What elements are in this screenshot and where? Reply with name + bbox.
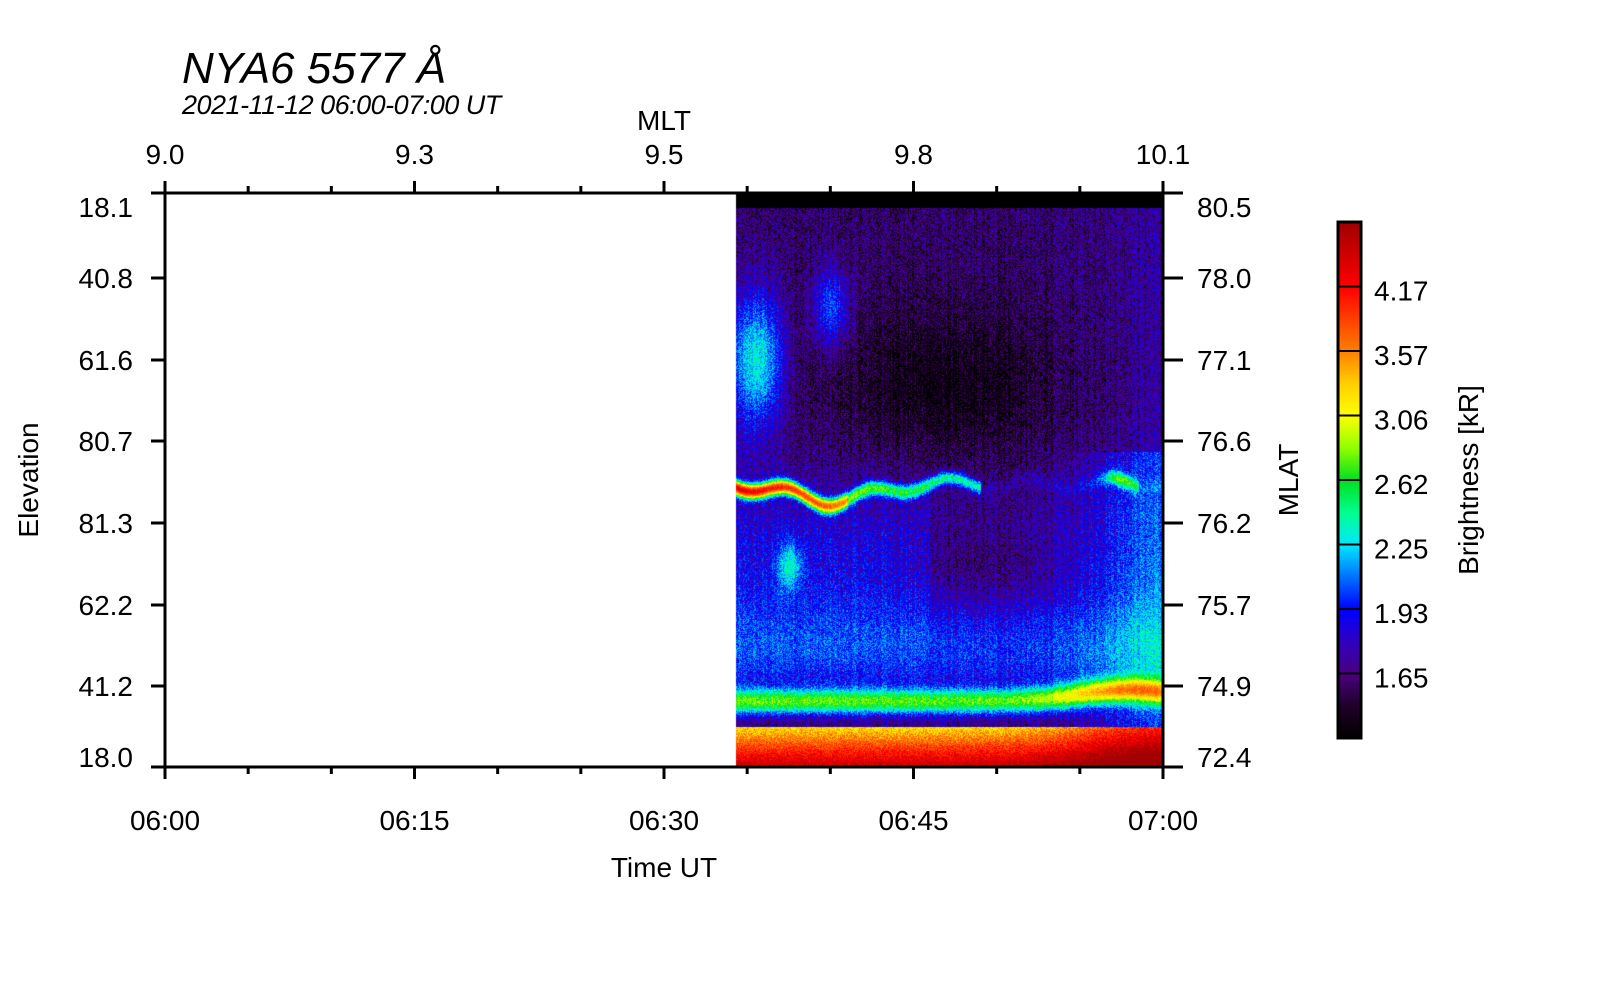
colorbar-tick-label: 3.57 bbox=[1374, 340, 1429, 371]
top-axis-label: MLT bbox=[637, 105, 691, 136]
y-tick-label: 81.3 bbox=[79, 508, 134, 539]
plot-frame bbox=[163, 191, 1165, 769]
x-tick-label: 06:00 bbox=[130, 805, 200, 836]
y-tick-label: 62.2 bbox=[79, 590, 134, 621]
x-tick-label: 06:45 bbox=[878, 805, 948, 836]
top-tick-label: 9.5 bbox=[645, 139, 684, 170]
top-tick-label: 9.0 bbox=[146, 139, 185, 170]
y-axis-label: Elevation bbox=[13, 422, 44, 537]
right-y-tick-label: 75.7 bbox=[1197, 590, 1252, 621]
chart-subtitle: 2021-11-12 06:00-07:00 UT bbox=[182, 90, 501, 120]
colorbar-tick-label: 2.62 bbox=[1374, 469, 1429, 500]
right-y-tick-label: 72.4 bbox=[1197, 742, 1252, 773]
y-tick-label: 18.1 bbox=[79, 192, 134, 223]
top-tick-label: 9.3 bbox=[395, 139, 434, 170]
y-tick-label: 41.2 bbox=[79, 671, 134, 702]
y-tick-label: 80.7 bbox=[79, 426, 134, 457]
right-y-tick-label: 74.9 bbox=[1197, 671, 1252, 702]
top-tick-label: 10.1 bbox=[1136, 139, 1191, 170]
colorbar-tick-label: 3.06 bbox=[1374, 405, 1429, 436]
right-y-tick-label: 77.1 bbox=[1197, 345, 1252, 376]
x-axis-label: Time UT bbox=[611, 852, 717, 883]
y-tick-label: 40.8 bbox=[79, 263, 134, 294]
chart-title: NYA6 5577 Å bbox=[182, 44, 447, 93]
x-tick-label: 07:00 bbox=[1128, 805, 1198, 836]
right-axis-label: MLAT bbox=[1273, 444, 1304, 517]
colorbar-tick-label: 1.65 bbox=[1374, 663, 1429, 694]
x-tick-label: 06:15 bbox=[379, 805, 449, 836]
right-y-tick-label: 76.6 bbox=[1197, 426, 1252, 457]
colorbar-tick-label: 2.25 bbox=[1374, 534, 1429, 565]
right-y-tick-label: 76.2 bbox=[1197, 508, 1252, 539]
right-y-tick-label: 78.0 bbox=[1197, 263, 1252, 294]
colorbar-label: Brightness [kR] bbox=[1453, 385, 1484, 575]
x-tick-label: 06:30 bbox=[629, 805, 699, 836]
top-tick-label: 9.8 bbox=[894, 139, 933, 170]
y-tick-label: 18.0 bbox=[79, 742, 134, 773]
y-tick-label: 61.6 bbox=[79, 345, 134, 376]
right-y-tick-label: 80.5 bbox=[1197, 192, 1252, 223]
colorbar-tick-label: 1.93 bbox=[1374, 598, 1429, 629]
colorbar-tick-label: 4.17 bbox=[1374, 276, 1429, 307]
